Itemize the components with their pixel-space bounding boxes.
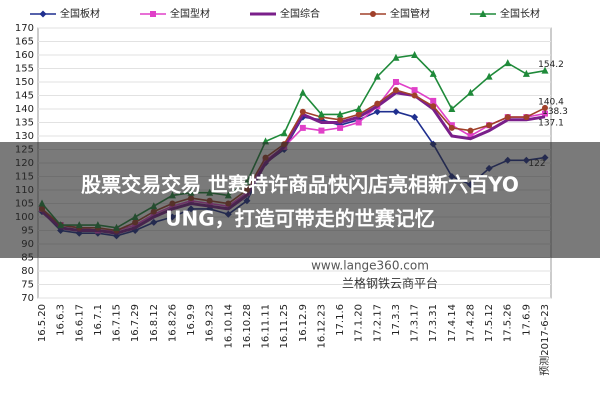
marker — [374, 100, 381, 107]
marker — [337, 124, 344, 131]
marker — [523, 114, 530, 121]
y-tick-label: 140 — [15, 104, 34, 115]
marker — [355, 111, 362, 118]
data-label: 137.1 — [538, 118, 564, 128]
data-label: 140.4 — [538, 97, 564, 107]
x-tick-label: 17.5.12 — [484, 304, 495, 342]
y-tick-label: 150 — [15, 77, 34, 88]
marker — [522, 69, 530, 77]
y-tick-label: 80 — [21, 266, 34, 277]
y-tick-label: 130 — [15, 131, 34, 142]
marker — [467, 133, 474, 139]
x-tick-label: 16.10.28 — [242, 304, 253, 349]
y-tick-label: 145 — [15, 91, 34, 102]
y-tick-label: 160 — [15, 50, 34, 61]
x-tick-label: 16.8.26 — [167, 304, 178, 342]
marker — [411, 92, 418, 99]
marker — [467, 127, 474, 134]
y-tick-label: 135 — [15, 118, 34, 129]
x-tick-label: 16.10.14 — [223, 304, 234, 349]
marker — [355, 105, 363, 112]
y-tick-label: 170 — [15, 23, 34, 34]
legend-label: 全国综合 — [280, 7, 320, 20]
marker — [299, 108, 306, 115]
watermark: 兰格钢铁云商平台 — [342, 276, 438, 291]
banner-text: 股票交易交易 世赛特许商品快闪店亮相新六百YO — [81, 173, 519, 197]
marker — [411, 113, 419, 121]
watermark: www.lange360.com — [311, 259, 429, 273]
y-tick-label: 75 — [21, 280, 34, 291]
legend-label: 全国型材 — [170, 7, 210, 20]
x-tick-label: 16.9.23 — [205, 304, 216, 342]
x-tick-label: 16.12.23 — [316, 304, 327, 349]
marker — [430, 97, 437, 104]
marker — [429, 69, 437, 77]
legend-marker — [370, 11, 376, 17]
marker — [541, 66, 549, 74]
x-tick-label: 17.2.17 — [372, 304, 383, 342]
x-tick-label: 16.6.3 — [56, 304, 67, 336]
marker — [317, 110, 325, 118]
marker — [318, 127, 325, 134]
x-tick-label: 16.6.17 — [74, 304, 85, 342]
x-tick-label: 17.3.31 — [428, 304, 439, 342]
x-tick-label: 16.11.11 — [261, 304, 272, 349]
legend-label: 全国管材 — [390, 7, 430, 20]
marker — [280, 129, 288, 137]
x-tick-label: 17.6.9 — [521, 304, 532, 336]
x-tick-label: 17.3.17 — [410, 304, 421, 342]
x-tick-label: 17.1.20 — [354, 304, 365, 342]
data-label: 154.2 — [538, 60, 564, 70]
y-tick-label: 165 — [15, 37, 34, 48]
marker — [355, 119, 362, 126]
x-tick-label: 17.4.28 — [465, 304, 476, 342]
marker — [373, 108, 381, 116]
y-tick-label: 70 — [21, 293, 34, 304]
marker — [337, 116, 344, 123]
marker — [485, 72, 493, 80]
x-tick-label: 16.5.20 — [37, 304, 48, 342]
legend-marker — [479, 10, 487, 17]
legend-marker — [150, 11, 156, 17]
marker — [392, 53, 400, 61]
marker — [542, 104, 548, 111]
legend-label: 全国板材 — [60, 7, 100, 20]
x-tick-label: 17.1.6 — [335, 304, 346, 336]
marker — [448, 124, 455, 131]
x-tick-label: 16.9.9 — [186, 304, 197, 336]
marker — [373, 72, 381, 80]
x-tick-label: 17.5.26 — [503, 304, 514, 342]
legend-label: 全国长材 — [500, 7, 540, 20]
marker — [392, 108, 400, 116]
x-tick-label: 16.7.1 — [93, 304, 104, 336]
marker — [448, 105, 456, 112]
marker — [299, 124, 306, 131]
data-label: 138.3 — [542, 107, 568, 117]
x-tick-label: 16.8.12 — [149, 304, 160, 342]
marker — [411, 51, 419, 58]
marker — [411, 87, 418, 94]
x-tick-label: 16.12.9 — [298, 304, 309, 342]
x-tick-label: 16.7.29 — [130, 304, 141, 342]
marker — [542, 110, 548, 117]
legend-marker — [39, 10, 47, 18]
marker — [299, 88, 307, 96]
marker — [336, 110, 344, 118]
x-tick-label: 16.11.25 — [279, 304, 290, 349]
marker — [466, 88, 474, 96]
marker — [392, 79, 399, 85]
banner-background — [0, 142, 600, 258]
x-tick-label: 17.3.3 — [391, 304, 402, 336]
banner-text: UNG，打造可带走的世赛记忆 — [165, 207, 434, 231]
marker — [504, 59, 512, 67]
y-tick-label: 155 — [15, 64, 34, 75]
marker — [392, 87, 399, 94]
x-tick-label: 16.7.15 — [112, 304, 123, 342]
marker — [486, 122, 493, 129]
marker — [504, 114, 511, 121]
x-tick-label: 17.4.14 — [447, 304, 458, 342]
x-tick-label: 预测2017-6-23 — [538, 304, 551, 376]
marker — [430, 103, 437, 110]
